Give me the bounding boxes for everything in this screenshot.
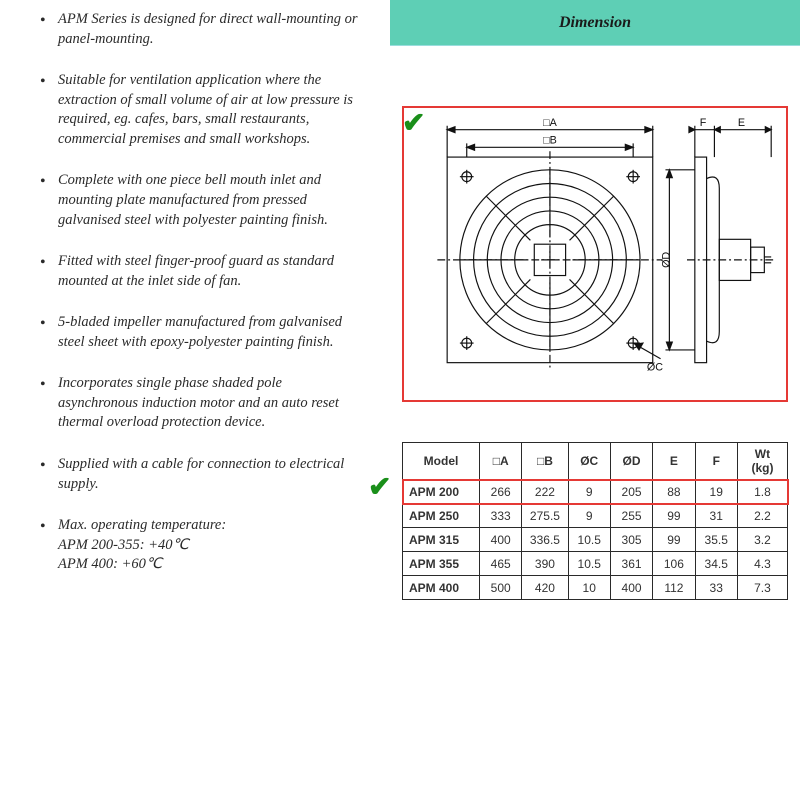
bullet-item: 5-bladed impeller manufactured from galv… <box>40 313 360 352</box>
label-D: ØD <box>660 252 672 268</box>
table-cell: 7.3 <box>737 576 787 600</box>
table-cell: 106 <box>653 552 695 576</box>
bullet-item: Supplied with a cable for connection to … <box>40 455 360 494</box>
bullet-item: Complete with one piece bell mouth inlet… <box>40 171 360 230</box>
table-header: Model <box>403 443 480 480</box>
dimension-header: Dimension <box>390 0 800 46</box>
table-cell: 9 <box>568 504 610 528</box>
table-cell: 336.5 <box>522 528 568 552</box>
table-cell: APM 400 <box>403 576 480 600</box>
table-header: E <box>653 443 695 480</box>
check-icon: ✔ <box>402 106 425 140</box>
table-cell: 112 <box>653 576 695 600</box>
label-E: E <box>738 117 745 129</box>
bullet-item: Fitted with steel finger-proof guard as … <box>40 252 360 291</box>
table-header: □B <box>522 443 568 480</box>
bullet-item: APM Series is designed for direct wall-m… <box>40 10 360 49</box>
bullet-item: Incorporates single phase shaded pole as… <box>40 374 360 433</box>
table-cell: 305 <box>610 528 652 552</box>
dimension-table: Model□A□BØCØDEFWt(kg)APM 200266222920588… <box>402 442 788 600</box>
table-cell: 1.8 <box>737 480 787 504</box>
label-A: □A <box>543 117 557 129</box>
table-header: Wt(kg) <box>737 443 787 480</box>
table-cell: 10 <box>568 576 610 600</box>
table-cell: 420 <box>522 576 568 600</box>
table-cell: 9 <box>568 480 610 504</box>
table-cell: 19 <box>695 480 737 504</box>
table-cell: 4.3 <box>737 552 787 576</box>
feature-bullets: APM Series is designed for direct wall-m… <box>40 10 360 575</box>
table-cell: 465 <box>480 552 522 576</box>
table-cell: 400 <box>480 528 522 552</box>
dimension-diagram: ✔ □A □B <box>402 106 788 402</box>
label-F: F <box>700 117 707 129</box>
table-header: ØC <box>568 443 610 480</box>
table-cell: 34.5 <box>695 552 737 576</box>
table-cell: 10.5 <box>568 552 610 576</box>
label-B: □B <box>543 134 557 146</box>
table-cell: 10.5 <box>568 528 610 552</box>
table-row: APM 35546539010.536110634.54.3 <box>403 552 788 576</box>
table-cell: 35.5 <box>695 528 737 552</box>
table-cell: 205 <box>610 480 652 504</box>
table-cell: 3.2 <box>737 528 787 552</box>
table-header: □A <box>480 443 522 480</box>
fan-diagram-svg: □A □B <box>408 112 780 396</box>
table-cell: APM 355 <box>403 552 480 576</box>
table-cell: APM 315 <box>403 528 480 552</box>
table-cell: 400 <box>610 576 652 600</box>
table-cell: 500 <box>480 576 522 600</box>
table-cell: 255 <box>610 504 652 528</box>
table-cell: 266 <box>480 480 522 504</box>
table-row: APM 200266222920588191.8 <box>403 480 788 504</box>
table-cell: 333 <box>480 504 522 528</box>
table-cell: APM 250 <box>403 504 480 528</box>
table-header: F <box>695 443 737 480</box>
bullet-item: Suitable for ventilation application whe… <box>40 71 360 149</box>
table-cell: 88 <box>653 480 695 504</box>
table-cell: 99 <box>653 504 695 528</box>
bullet-item: Max. operating temperature: APM 200-355:… <box>40 516 360 575</box>
table-cell: 390 <box>522 552 568 576</box>
table-row: APM 315400336.510.53059935.53.2 <box>403 528 788 552</box>
table-cell: 222 <box>522 480 568 504</box>
table-cell: 99 <box>653 528 695 552</box>
table-header: ØD <box>610 443 652 480</box>
table-cell: 2.2 <box>737 504 787 528</box>
check-icon: ✔ <box>368 470 391 504</box>
table-cell: APM 200 <box>403 480 480 504</box>
table-cell: 31 <box>695 504 737 528</box>
label-C: ØC <box>647 361 663 373</box>
table-cell: 361 <box>610 552 652 576</box>
dimension-table-wrap: ✔ Model□A□BØCØDEFWt(kg)APM 2002662229205… <box>402 442 788 600</box>
table-cell: 275.5 <box>522 504 568 528</box>
table-row: APM 250333275.5925599312.2 <box>403 504 788 528</box>
table-row: APM 40050042010400112337.3 <box>403 576 788 600</box>
table-cell: 33 <box>695 576 737 600</box>
